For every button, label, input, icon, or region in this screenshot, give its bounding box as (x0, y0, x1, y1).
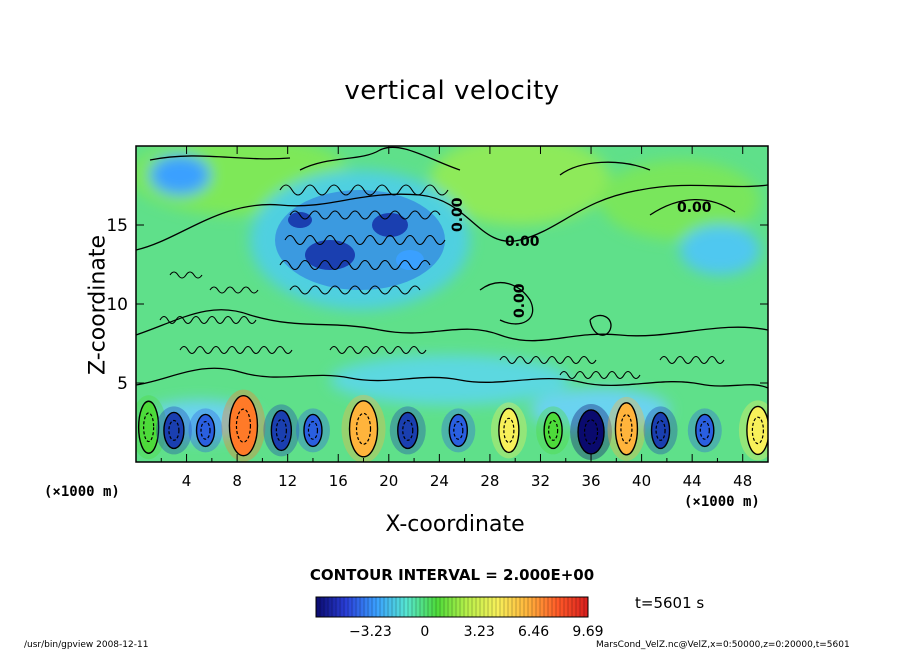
contour-squiggles (159, 184, 725, 380)
thermal-inner-contour (453, 421, 464, 440)
thermal-cell (543, 411, 563, 450)
colorbar: −3.23 0 3.23 6.46 9.69 (315, 596, 604, 640)
thermal-inner-contour (307, 421, 319, 440)
contour-lines (136, 146, 768, 389)
x-tick-label: 20 (379, 472, 398, 490)
thermal-inner-contour (235, 408, 252, 443)
thermal-inner-contour (620, 413, 633, 444)
contour-label: 0.00 (677, 200, 712, 216)
colorbar-tick-label: 9.69 (572, 624, 603, 640)
contour-label: 0.00 (512, 283, 528, 318)
turbulent-core (275, 190, 445, 290)
thermal-cell (650, 411, 671, 450)
colorbar-tick-label: 6.46 (518, 624, 549, 640)
thermal-inner-contour (402, 419, 414, 441)
x-tick-label: 16 (329, 472, 348, 490)
thermal-inner-contour (548, 419, 559, 441)
heatmap-field: 0.00 0.00 0.00 0.00 (136, 146, 768, 462)
thermal-inner-contour (355, 412, 372, 445)
x-tick-label: 28 (480, 472, 499, 490)
contour-labels: 0.00 0.00 0.00 0.00 (450, 197, 712, 318)
x-tick-label: 8 (232, 472, 242, 490)
thermal-cell (163, 411, 185, 450)
colorbar-tick-label: 3.23 (464, 624, 495, 640)
colorbar-ticks: −3.23 0 3.23 6.46 9.69 (315, 597, 604, 640)
y-axis-label: Z-coordinate (85, 235, 111, 375)
y-tick-label: 10 (106, 295, 128, 315)
thermal-cell (137, 400, 160, 454)
thermal-inner-contour (699, 421, 710, 440)
thermal-inner-contour (143, 412, 155, 443)
thermal-cell (746, 405, 768, 456)
y-axis: 5 10 15 (106, 216, 768, 394)
thermal-cell (614, 402, 639, 456)
colorbar-tick-label: 0 (420, 624, 429, 640)
y-axis-unit: (×1000 m) (44, 484, 120, 500)
thermal-cell (577, 409, 605, 455)
x-tick-label: 12 (278, 472, 297, 490)
contour-label: 0.00 (450, 197, 466, 232)
x-tick-label: 4 (182, 472, 192, 490)
footer-left: /usr/bin/gpview 2008-12-11 (24, 640, 149, 650)
thermal-cell (348, 400, 379, 458)
thermal-inner-contour (751, 416, 764, 445)
x-tick-label: 48 (733, 472, 752, 490)
thermal-cell (303, 413, 323, 448)
x-tick-label: 24 (430, 472, 449, 490)
thermal-cell (195, 413, 216, 448)
time-annotation: t=5601 s (635, 594, 705, 612)
chart-title: vertical velocity (344, 76, 560, 106)
thermal-cell (397, 411, 419, 450)
thermal-cell (498, 407, 520, 454)
contour-label: 0.00 (505, 234, 540, 250)
y-tick-label: 5 (117, 374, 128, 394)
x-tick-label: 32 (531, 472, 550, 490)
thermal-inner-contour (503, 417, 515, 444)
x-axis-unit: (×1000 m) (684, 494, 760, 510)
thermal-cell (448, 413, 469, 448)
y-tick-label: 15 (106, 216, 128, 236)
thermal-inner-contour (583, 419, 599, 445)
thermal-inner-contour (200, 421, 211, 440)
thermal-cell (270, 409, 293, 452)
thermal-inner-contour (168, 419, 180, 441)
thermal-cell (228, 394, 259, 457)
thermal-cell (695, 413, 715, 448)
colorbar-tick-label: −3.23 (349, 624, 392, 640)
x-axis-label: X-coordinate (385, 512, 525, 537)
x-tick-label: 40 (632, 472, 651, 490)
thermal-inner-contour (655, 419, 666, 441)
thermal-cells (136, 389, 768, 462)
thermal-inner-contour (275, 418, 287, 442)
contour-interval: CONTOUR INTERVAL = 2.000E+00 (309, 566, 595, 584)
x-tick-label: 36 (581, 472, 600, 490)
x-tick-label: 44 (683, 472, 702, 490)
x-axis: 4 8 12 16 20 24 28 32 36 40 44 48 (160, 146, 752, 490)
footer-right: MarsCond_VelZ.nc@VelZ,x=0:50000,z=0:2000… (596, 640, 850, 650)
